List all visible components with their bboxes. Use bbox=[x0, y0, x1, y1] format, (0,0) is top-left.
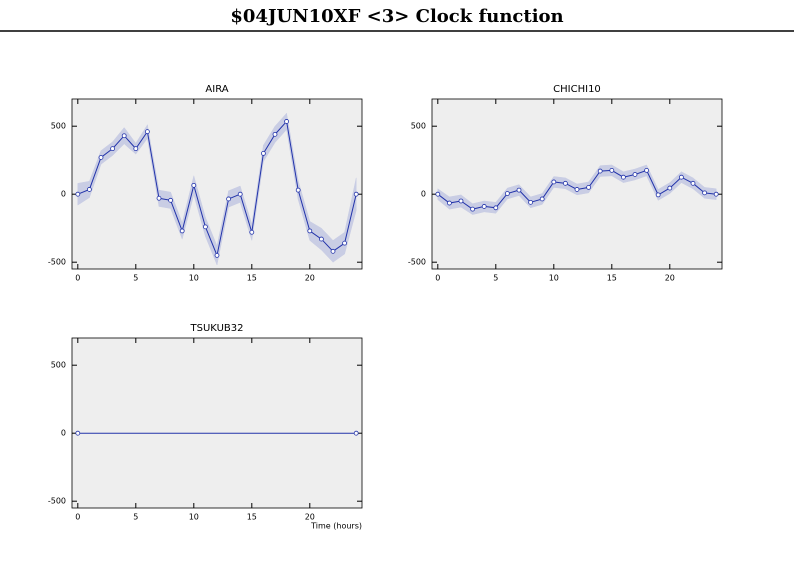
point bbox=[481, 204, 487, 209]
main-title: $04JUN10XF <3> Clock function bbox=[230, 6, 563, 27]
y-tick-label: -500 bbox=[48, 258, 66, 267]
point bbox=[446, 200, 452, 206]
point bbox=[644, 167, 649, 173]
x-tick-label: 10 bbox=[549, 274, 559, 283]
x-tick-label: 20 bbox=[305, 274, 315, 283]
y-tick-label: 500 bbox=[51, 122, 66, 131]
panel-title: TSUKUB32 bbox=[190, 323, 244, 334]
point bbox=[597, 168, 603, 174]
point bbox=[87, 187, 92, 192]
y-tick-label: 0 bbox=[61, 190, 66, 199]
y-tick-label: 500 bbox=[51, 361, 66, 370]
point bbox=[609, 167, 615, 173]
x-tick-label: 0 bbox=[75, 274, 80, 283]
panel-title: CHICHI10 bbox=[553, 84, 601, 95]
point bbox=[539, 196, 545, 202]
x-tick-label: 0 bbox=[75, 513, 80, 522]
y-tick-label: -500 bbox=[408, 258, 426, 267]
point bbox=[307, 228, 313, 234]
point bbox=[470, 206, 476, 212]
point bbox=[353, 191, 359, 197]
point bbox=[574, 187, 580, 192]
point bbox=[249, 229, 255, 235]
point bbox=[679, 174, 684, 180]
point bbox=[504, 191, 510, 196]
y-tick-label: 500 bbox=[411, 122, 426, 131]
point bbox=[551, 179, 557, 185]
point bbox=[214, 252, 220, 258]
point bbox=[144, 129, 150, 135]
panel-title: AIRA bbox=[205, 84, 228, 95]
point bbox=[202, 224, 208, 230]
point bbox=[272, 131, 278, 137]
point bbox=[713, 191, 719, 197]
point bbox=[75, 191, 81, 197]
point bbox=[702, 190, 707, 196]
point bbox=[75, 430, 81, 436]
point bbox=[563, 180, 568, 186]
point bbox=[330, 248, 336, 254]
point bbox=[586, 184, 591, 190]
point bbox=[528, 199, 533, 205]
x-tick-label: 5 bbox=[133, 513, 138, 522]
x-tick-label: 10 bbox=[189, 513, 199, 522]
point bbox=[156, 195, 162, 201]
point bbox=[191, 182, 197, 188]
point bbox=[690, 180, 696, 186]
point bbox=[458, 198, 464, 204]
error-band bbox=[344, 177, 357, 255]
point bbox=[493, 205, 499, 211]
y-tick-label: -500 bbox=[48, 497, 66, 506]
x-tick-label: 15 bbox=[247, 274, 257, 283]
y-tick-label: 0 bbox=[421, 190, 426, 199]
point bbox=[133, 146, 139, 152]
point bbox=[342, 240, 348, 246]
point bbox=[353, 430, 359, 436]
point bbox=[110, 146, 115, 152]
x-tick-label: 5 bbox=[493, 274, 498, 283]
point bbox=[632, 172, 638, 177]
point bbox=[295, 187, 301, 193]
x-tick-label: 10 bbox=[189, 274, 199, 283]
x-tick-label: 20 bbox=[665, 274, 675, 283]
x-tick-label: 15 bbox=[607, 274, 617, 283]
point bbox=[226, 196, 232, 202]
x-tick-label: 5 bbox=[133, 274, 138, 283]
x-tick-label: 15 bbox=[247, 513, 257, 522]
point bbox=[655, 192, 661, 198]
y-tick-label: 0 bbox=[61, 429, 66, 438]
point bbox=[260, 150, 266, 156]
point bbox=[121, 133, 127, 139]
point bbox=[621, 174, 626, 180]
point bbox=[237, 191, 243, 197]
x-tick-label: 20 bbox=[305, 513, 315, 522]
point bbox=[318, 236, 324, 242]
point bbox=[98, 155, 104, 160]
x-axis-label: Time (hours) bbox=[310, 522, 362, 531]
point bbox=[168, 197, 174, 203]
point bbox=[179, 228, 185, 234]
point bbox=[435, 191, 441, 197]
point bbox=[667, 185, 673, 191]
point bbox=[284, 119, 290, 124]
x-tick-label: 0 bbox=[435, 274, 440, 283]
point bbox=[516, 187, 522, 193]
plot-area bbox=[71, 337, 363, 509]
